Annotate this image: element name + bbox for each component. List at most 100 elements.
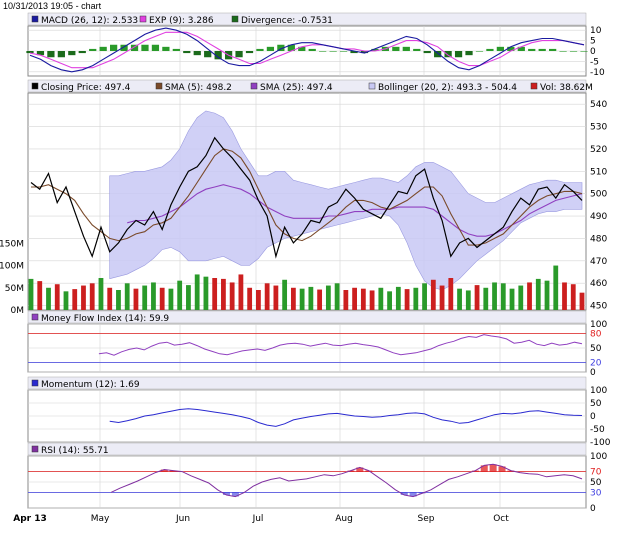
price-legend-swatch — [250, 82, 258, 90]
sma5-line — [31, 148, 583, 246]
volume-bar — [474, 285, 480, 310]
price-tick-label: 520 — [590, 145, 607, 155]
volume-bar — [570, 284, 576, 310]
divergence-bar — [78, 51, 86, 54]
price-tick-label: 470 — [590, 257, 607, 267]
divergence-bar — [245, 51, 254, 54]
mom-tick-label: -100 — [590, 438, 611, 448]
rsi-oversold-fill — [223, 492, 231, 495]
macd-tick-label: -10 — [590, 68, 605, 78]
closing-price-line — [30, 136, 583, 259]
divergence-bar — [371, 48, 379, 51]
header-timestamp: 10/31/2013 19:05 — [3, 1, 74, 11]
volume-bar — [159, 287, 165, 310]
volume-bar — [273, 285, 279, 310]
volume-bar — [63, 291, 69, 310]
volume-bar — [37, 281, 43, 310]
volume-bar — [28, 278, 34, 310]
divergence-bar — [475, 51, 484, 52]
divergence-bar — [26, 51, 34, 54]
volume-bar — [352, 287, 358, 310]
divergence-bar — [89, 48, 97, 51]
divergence-bar — [350, 51, 358, 54]
volume-bar — [221, 278, 226, 310]
macd-legend-text: MACD (26, 12): 2.533 — [41, 16, 138, 26]
volume-bar — [579, 292, 585, 310]
divergence-bar — [162, 46, 170, 51]
divergence-bar — [360, 51, 369, 54]
divergence-bar — [413, 48, 421, 51]
x-axis-label: Oct — [493, 514, 509, 524]
divergence-bar — [392, 46, 400, 51]
rsi-tick-label: 0 — [590, 504, 596, 514]
price-tick-label: 530 — [590, 123, 607, 133]
volume-bar — [54, 284, 60, 310]
mfi-legend-bar — [27, 310, 587, 324]
volume-bar — [553, 265, 559, 310]
volume-bar — [212, 278, 218, 310]
mom-legend-bar — [27, 376, 587, 390]
volume-bar — [124, 283, 130, 310]
rsi-overbought-fill — [480, 465, 488, 472]
mom-tick-label: 100 — [590, 386, 607, 396]
divergence-bar — [319, 51, 327, 52]
mfi-line — [98, 334, 583, 356]
volume-bar — [186, 285, 191, 310]
mfi-tick-label: 80 — [590, 330, 602, 340]
price-legend-text: Bollinger (20, 2): 493.3 - 504.4 — [378, 83, 517, 93]
divergence-bar — [549, 48, 557, 51]
volume-bar — [151, 282, 156, 310]
rsi-oversold-fill — [231, 492, 239, 497]
price-legend-swatch — [155, 82, 163, 90]
divergence-bar — [204, 51, 212, 58]
volume-tick-label: 0M — [11, 306, 25, 316]
mom-tick-label: 50 — [590, 399, 602, 409]
divergence-bar — [339, 51, 348, 52]
volume-bar — [387, 291, 392, 310]
price-legend-text: SMA (5): 498.2 — [165, 83, 232, 93]
macd-legend-swatch — [231, 15, 239, 23]
macd-line — [29, 27, 585, 73]
x-axis-label: Sep — [418, 514, 435, 524]
price-legend-swatch — [31, 82, 39, 90]
volume-bar — [142, 285, 148, 310]
divergence-bar — [528, 48, 536, 51]
volume-bar — [492, 282, 497, 310]
divergence-bar — [465, 51, 473, 56]
divergence-bar — [496, 46, 504, 51]
divergence-bar — [110, 44, 118, 51]
volume-bar — [116, 290, 121, 310]
mfi-legend-text: Money Flow Index (14): 59.9 — [41, 314, 169, 324]
divergence-bar — [559, 51, 567, 52]
mom-legend-swatch — [31, 379, 39, 387]
divergence-bar — [57, 51, 65, 58]
volume-bar — [343, 290, 349, 310]
volume-tick-label: 150M — [0, 239, 24, 249]
divergence-bar — [434, 51, 442, 58]
divergence-bar — [141, 44, 149, 51]
volume-bar — [290, 287, 296, 310]
rsi-overbought-fill — [356, 467, 364, 472]
divergence-bar — [68, 51, 76, 56]
price-tick-label: 450 — [590, 302, 607, 312]
divergence-bar — [454, 51, 463, 58]
price-tick-label: 510 — [590, 167, 607, 177]
volume-bar — [177, 280, 183, 310]
divergence-bar — [486, 48, 494, 51]
price-legend-text: Vol: 38.62M — [540, 83, 593, 93]
rsi-tick-label: 100 — [590, 452, 607, 462]
mfi-tick-label: 100 — [590, 320, 607, 330]
divergence-bar — [517, 46, 525, 51]
volume-bar — [518, 285, 524, 310]
divergence-bar — [287, 44, 295, 51]
price-tick-label: 480 — [590, 234, 607, 244]
volume-bar — [133, 288, 139, 310]
volume-bar — [360, 288, 366, 310]
volume-bar — [308, 286, 314, 310]
divergence-bar — [193, 51, 201, 56]
price-legend-text: Closing Price: 497.4 — [41, 83, 131, 93]
volume-bar — [404, 289, 410, 310]
divergence-bar — [151, 44, 160, 51]
divergence-bar — [507, 46, 515, 51]
